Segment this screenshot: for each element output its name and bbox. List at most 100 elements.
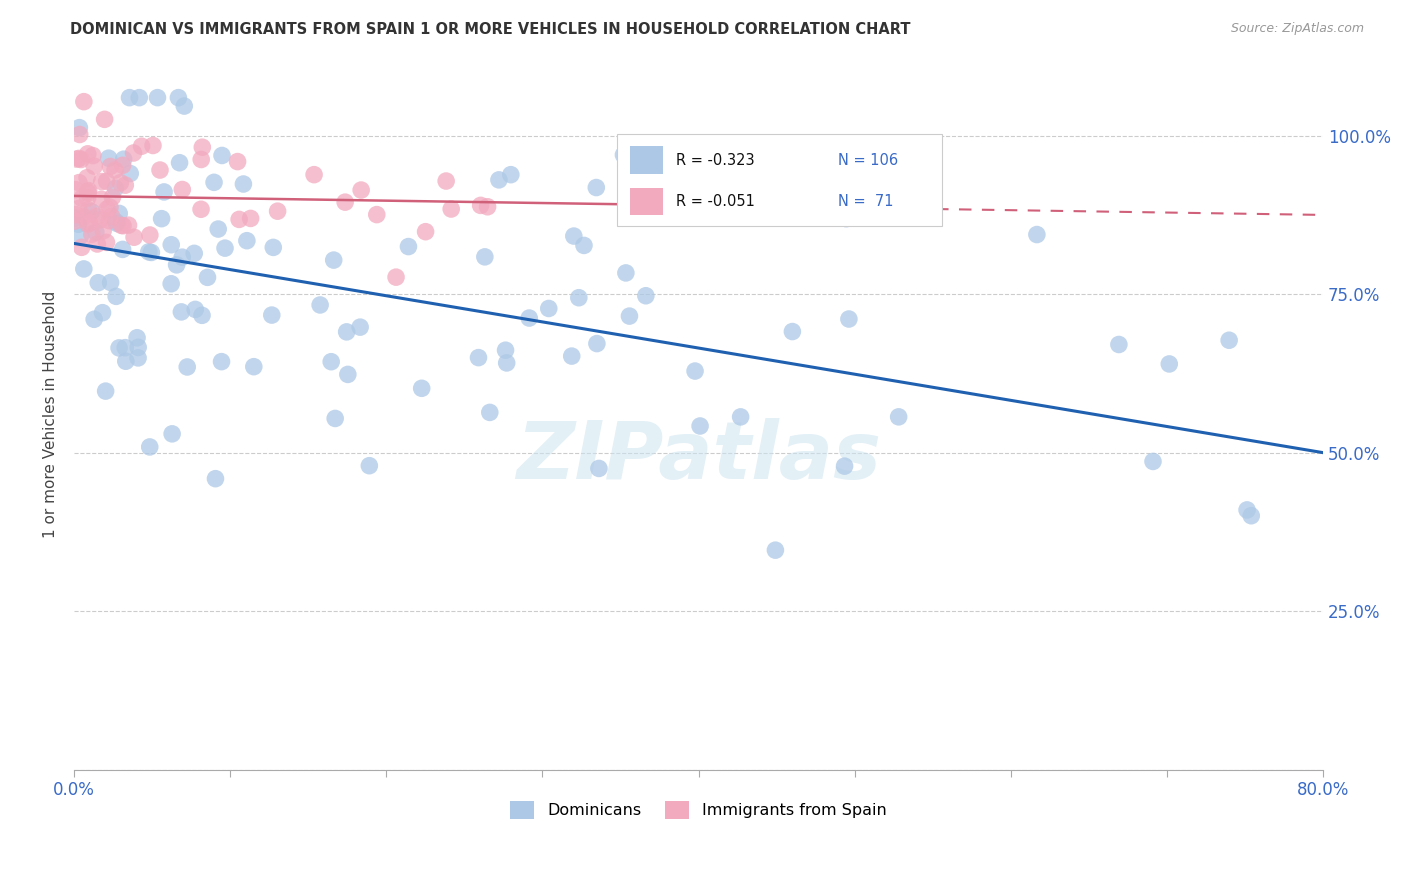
Point — [86, 237, 108, 252]
Point — [838, 312, 860, 326]
Point — [585, 180, 607, 194]
Point — [76, 191, 98, 205]
Point — [434, 174, 457, 188]
Point — [96, 202, 118, 216]
Point — [184, 302, 207, 317]
Text: ZIPatlas: ZIPatlas — [516, 418, 882, 496]
Point — [537, 301, 560, 316]
Point — [101, 190, 124, 204]
Point — [63, 214, 86, 228]
Point — [887, 409, 910, 424]
Point — [150, 211, 173, 226]
Point — [730, 409, 752, 424]
Point — [619, 309, 641, 323]
Point — [226, 154, 249, 169]
Point — [141, 245, 163, 260]
Point — [77, 186, 100, 201]
Point — [495, 343, 517, 358]
Point — [98, 160, 121, 174]
Point — [77, 202, 100, 217]
Text: Source: ZipAtlas.com: Source: ZipAtlas.com — [1230, 22, 1364, 36]
Point — [474, 250, 496, 264]
Point — [204, 472, 226, 486]
Point — [321, 354, 343, 368]
Point — [232, 177, 254, 191]
Point — [138, 244, 160, 259]
Point — [160, 237, 183, 252]
Point — [67, 152, 90, 166]
Point — [782, 325, 804, 339]
Point — [239, 211, 262, 226]
Point — [79, 216, 101, 230]
Point — [1142, 454, 1164, 468]
Point — [114, 178, 136, 193]
Legend: Dominicans, Immigrants from Spain: Dominicans, Immigrants from Spain — [505, 795, 893, 826]
Point — [128, 90, 150, 104]
Point — [349, 320, 371, 334]
Point — [98, 213, 121, 227]
Point — [211, 148, 233, 162]
Point — [66, 152, 89, 166]
Point — [323, 411, 346, 425]
Point — [170, 305, 193, 319]
Point — [67, 202, 90, 216]
Point — [385, 270, 408, 285]
Point — [97, 151, 120, 165]
Point — [65, 208, 87, 222]
Point — [322, 253, 344, 268]
Point — [614, 266, 637, 280]
Point — [105, 289, 128, 303]
Point — [110, 219, 132, 233]
Point — [76, 146, 98, 161]
Point — [191, 140, 214, 154]
Point — [125, 331, 148, 345]
Point — [112, 219, 135, 233]
Point — [80, 204, 103, 219]
Point — [562, 229, 585, 244]
Point — [1236, 503, 1258, 517]
Point — [172, 250, 194, 264]
Point — [176, 359, 198, 374]
Point — [1108, 337, 1130, 351]
Point — [82, 148, 104, 162]
Y-axis label: 1 or more Vehicles in Household: 1 or more Vehicles in Household — [44, 291, 58, 538]
Point — [763, 543, 786, 558]
Point — [76, 170, 98, 185]
Point — [65, 211, 87, 226]
Point — [183, 246, 205, 260]
Point — [169, 155, 191, 169]
Point — [96, 174, 118, 188]
Point — [336, 325, 359, 339]
Point — [139, 227, 162, 242]
Point — [73, 261, 96, 276]
Point — [266, 204, 288, 219]
Point — [73, 95, 96, 109]
Point — [76, 185, 98, 199]
Point — [105, 216, 128, 230]
Point — [86, 209, 108, 223]
Point — [488, 173, 510, 187]
Point — [478, 405, 501, 419]
Point — [160, 277, 183, 291]
Point — [104, 163, 127, 178]
Point — [100, 276, 122, 290]
Point — [309, 298, 332, 312]
Point — [173, 99, 195, 113]
Point — [67, 120, 90, 135]
Point — [350, 183, 373, 197]
Point — [359, 458, 381, 473]
Point — [96, 235, 118, 250]
Point — [111, 243, 134, 257]
Point — [517, 311, 540, 326]
Point — [104, 181, 127, 195]
Point — [211, 354, 233, 368]
Point — [69, 228, 91, 243]
Point — [111, 158, 134, 172]
Point — [411, 381, 433, 395]
Point — [89, 213, 111, 227]
Point — [440, 202, 463, 216]
Point — [243, 359, 266, 374]
Point — [634, 289, 657, 303]
Point — [467, 351, 489, 365]
Point — [568, 291, 591, 305]
